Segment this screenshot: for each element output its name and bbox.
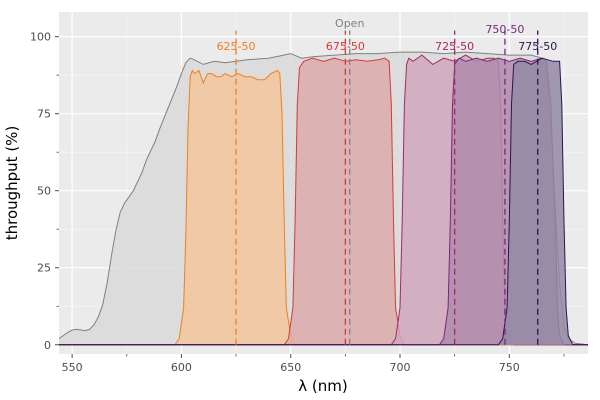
area-775-50 — [59, 58, 588, 345]
filter-areas — [58, 51, 589, 346]
filter-labels: Open 625-50 675-50 725-50 750-50 775-50 — [217, 17, 558, 53]
label-725-50: 725-50 — [435, 40, 474, 53]
x-tick-label: 650 — [280, 361, 301, 374]
area-675-50 — [59, 58, 588, 345]
center-lines — [235, 30, 539, 345]
area-625-50 — [59, 70, 588, 345]
x-tick-label: 700 — [390, 361, 411, 374]
y-tick-label: 75 — [37, 108, 51, 121]
y-tick-label: 0 — [44, 339, 51, 352]
label-775-50: 775-50 — [518, 40, 557, 53]
x-tick-label: 600 — [171, 361, 192, 374]
y-tick-label: 100 — [30, 31, 51, 44]
x-tick-label: 550 — [62, 361, 83, 374]
label-675-50: 675-50 — [326, 40, 365, 53]
y-axis-title: throughput (%) — [3, 126, 21, 241]
x-axis-title: λ (nm) — [298, 377, 347, 395]
label-625-50: 625-50 — [217, 40, 256, 53]
y-tick-label: 25 — [37, 262, 51, 275]
curve-625-50 — [59, 69, 588, 346]
curve-775-50 — [59, 57, 588, 346]
area-750-50 — [59, 58, 588, 345]
x-tick-label: 750 — [499, 361, 520, 374]
curve-open — [58, 51, 589, 346]
label-750-50: 750-50 — [485, 23, 524, 36]
axes: 550 600 650 700 750 0 25 50 75 100 — [30, 31, 565, 374]
y-tick-label: 50 — [37, 185, 51, 198]
label-open: Open — [335, 17, 364, 30]
